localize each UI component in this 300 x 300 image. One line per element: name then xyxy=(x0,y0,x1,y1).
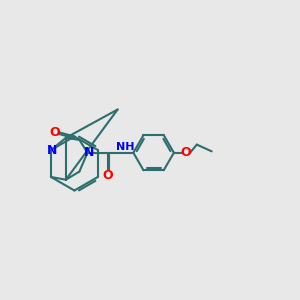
Text: O: O xyxy=(102,169,113,182)
Text: O: O xyxy=(181,146,191,159)
Text: NH: NH xyxy=(116,142,134,152)
Text: N: N xyxy=(84,146,94,159)
Text: N: N xyxy=(47,143,58,157)
Text: O: O xyxy=(50,126,60,139)
